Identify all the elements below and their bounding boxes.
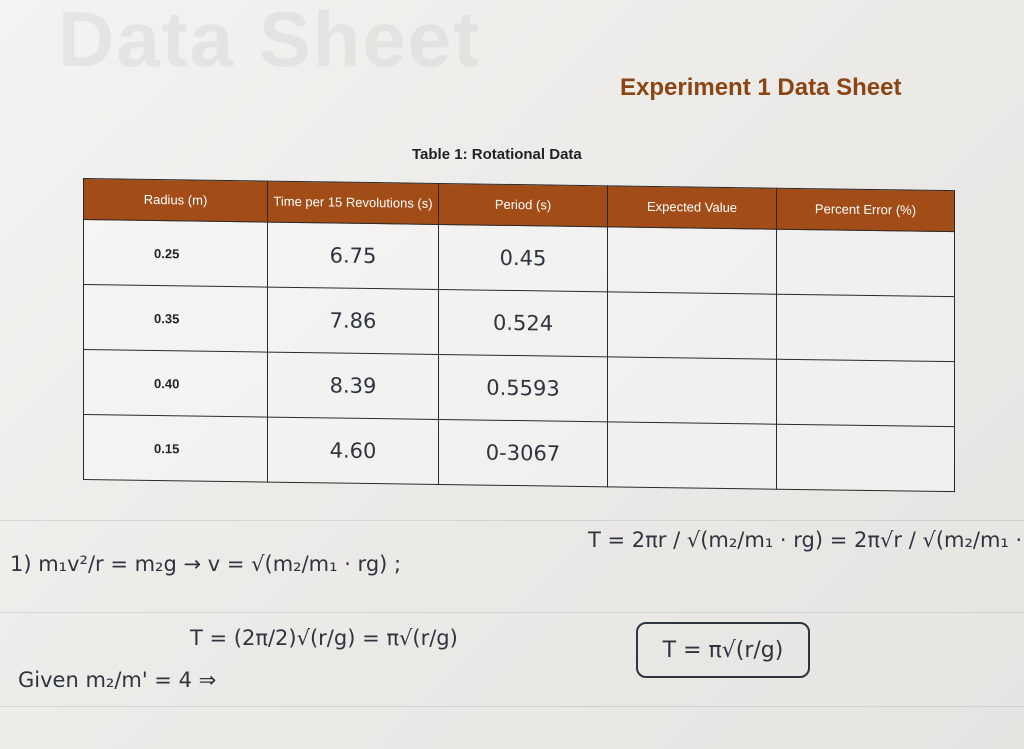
column-header-radius: Radius (m) <box>83 178 268 223</box>
cell-expected <box>607 356 777 425</box>
handwritten-given-line: Given m₂/m' = 4 ⇒ <box>18 668 217 692</box>
cell-error <box>776 424 955 492</box>
cell-radius: 0.15 <box>83 414 268 483</box>
handwritten-equation-3: T = (2π/2)√(r/g) = π√(r/g) <box>190 626 458 650</box>
faint-rule <box>0 706 1024 707</box>
watermark-text: Data Sheet <box>58 0 482 83</box>
cell-expected <box>607 226 777 295</box>
cell-radius: 0.35 <box>83 284 268 353</box>
cell-error <box>776 294 955 362</box>
boxed-result: T = π√(r/g) <box>636 622 810 678</box>
faint-rule <box>0 612 1024 613</box>
cell-error <box>776 229 955 297</box>
cell-period: 0-3067 <box>438 419 608 487</box>
page-title: Experiment 1 Data Sheet <box>620 74 902 101</box>
cell-time: 8.39 <box>267 352 439 420</box>
rotational-data-table: Radius (m) Time per 15 Revolutions (s) P… <box>83 178 955 492</box>
column-header-expected: Expected Value <box>607 185 777 230</box>
handwritten-equation-2: T = 2πr / √(m₂/m₁ · rg) = 2π√r / √(m₂/m₁… <box>588 528 1024 552</box>
handwritten-equation-1: 1) m₁v²/r = m₂g → v = √(m₂/m₁ · rg) ; <box>10 552 402 576</box>
table-row: 0.25 6.75 0.45 <box>83 219 955 297</box>
table-row: 0.40 8.39 0.5593 <box>83 349 955 427</box>
cell-period: 0.524 <box>438 289 608 357</box>
cell-expected <box>607 291 777 360</box>
cell-radius: 0.25 <box>83 219 268 288</box>
column-header-period: Period (s) <box>438 183 608 227</box>
table-caption: Table 1: Rotational Data <box>412 146 582 163</box>
cell-period: 0.5593 <box>438 354 608 422</box>
faint-rule <box>0 520 1024 521</box>
cell-error <box>776 359 955 427</box>
cell-time: 6.75 <box>267 222 439 290</box>
rotational-data-table-wrapper: Radius (m) Time per 15 Revolutions (s) P… <box>83 178 955 494</box>
cell-time: 7.86 <box>267 287 439 355</box>
cell-expected <box>607 421 777 490</box>
cell-time: 4.60 <box>267 417 439 485</box>
column-header-error: Percent Error (%) <box>776 188 955 232</box>
table-row: 0.15 4.60 0-3067 <box>83 414 955 492</box>
column-header-time: Time per 15 Revolutions (s) <box>267 181 439 225</box>
cell-radius: 0.40 <box>83 349 268 418</box>
cell-period: 0.45 <box>438 224 608 292</box>
table-row: 0.35 7.86 0.524 <box>83 284 955 362</box>
